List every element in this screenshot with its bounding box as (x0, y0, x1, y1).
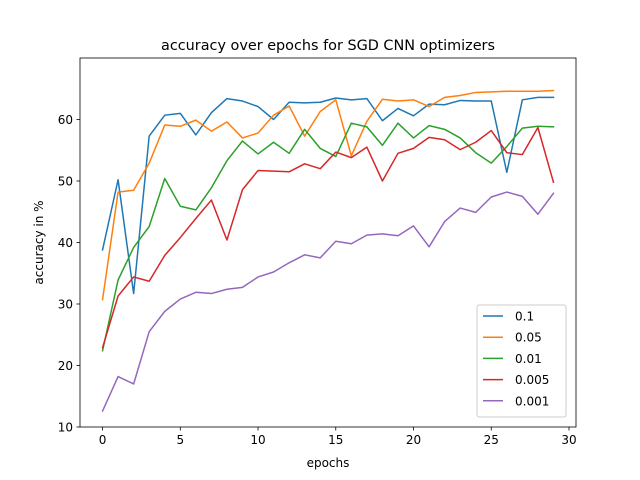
legend-label: 0.05 (515, 331, 542, 345)
y-axis-ticks: 10 20 30 40 50 60 (58, 113, 80, 435)
y-tick-label: 20 (58, 359, 73, 373)
x-axis-ticks: 0 5 10 15 20 25 30 (99, 427, 577, 447)
x-tick-label: 15 (328, 433, 343, 447)
series-line-1 (101, 89, 555, 301)
x-tick-label: 5 (176, 433, 184, 447)
y-tick-label: 30 (58, 298, 73, 312)
x-tick-label: 25 (484, 433, 499, 447)
y-tick-label: 10 (58, 421, 73, 435)
series-line-2 (101, 122, 555, 352)
chart-title: accuracy over epochs for SGD CNN optimiz… (161, 38, 495, 54)
x-tick-label: 20 (406, 433, 421, 447)
series-line-4 (101, 191, 555, 413)
legend-label: 0.005 (515, 373, 549, 387)
series-line-0 (101, 96, 555, 295)
series-line-3 (101, 126, 555, 349)
legend-label: 0.01 (515, 352, 542, 366)
plot-frame (79, 57, 577, 428)
y-tick-label: 60 (58, 113, 73, 127)
plot-lines (101, 89, 555, 413)
legend-box (476, 304, 567, 418)
legend: 0.1 0.05 0.01 0.005 0.001 (476, 304, 567, 418)
y-tick-label: 40 (58, 236, 73, 250)
x-tick-label: 10 (250, 433, 265, 447)
x-tick-label: 0 (99, 433, 107, 447)
legend-label: 0.1 (515, 310, 534, 324)
x-tick-label: 30 (561, 433, 576, 447)
y-axis-label: accuracy in % (32, 200, 46, 284)
x-axis-label: epochs (307, 456, 350, 470)
legend-label: 0.001 (515, 394, 549, 408)
y-tick-label: 50 (58, 175, 73, 189)
